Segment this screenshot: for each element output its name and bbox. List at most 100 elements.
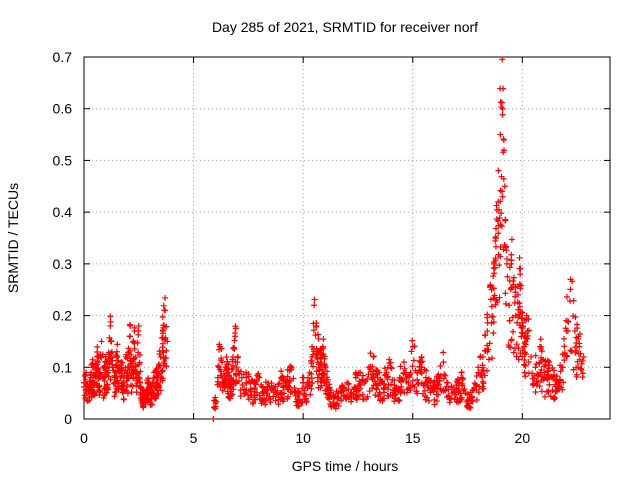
- data-point: [410, 357, 417, 364]
- data-point: [435, 391, 442, 398]
- data-point: [498, 99, 505, 106]
- y-axis-label: SRMTID / TECUs: [5, 183, 21, 293]
- data-point: [521, 340, 528, 347]
- data-point: [318, 378, 325, 385]
- data-point: [496, 262, 503, 269]
- data-point: [479, 374, 486, 381]
- data-point: [572, 344, 579, 351]
- data-point: [534, 372, 541, 379]
- data-point: [144, 379, 151, 386]
- y-tick-labels: 0 0.1 0.2 0.3 0.4 0.5 0.6 0.7: [53, 49, 73, 427]
- data-point: [449, 390, 456, 397]
- data-point: [311, 302, 318, 309]
- data-point: [338, 397, 345, 404]
- data-point: [251, 384, 258, 391]
- data-point: [130, 370, 137, 377]
- data-point: [407, 369, 414, 376]
- data-point: [510, 349, 517, 356]
- data-point: [495, 230, 502, 237]
- data-point: [575, 333, 582, 340]
- data-point: [550, 374, 557, 381]
- data-point: [492, 234, 499, 241]
- data-point: [277, 396, 284, 403]
- data-point: [524, 335, 531, 342]
- data-point: [506, 317, 513, 324]
- data-point: [560, 335, 567, 342]
- data-point: [230, 353, 237, 360]
- data-point: [101, 385, 108, 392]
- data-point: [243, 369, 250, 376]
- data-point: [440, 388, 447, 395]
- data-point: [491, 292, 498, 299]
- x-axis-label: GPS time / hours: [292, 458, 399, 474]
- data-point: [314, 374, 321, 381]
- data-point: [252, 381, 259, 388]
- data-point: [542, 393, 549, 400]
- data-point: [519, 353, 526, 360]
- data-point: [320, 336, 327, 343]
- data-point: [323, 382, 330, 389]
- data-point: [473, 373, 480, 380]
- data-point: [370, 353, 377, 360]
- data-point: [286, 378, 293, 385]
- data-point: [507, 285, 514, 292]
- data-point: [579, 370, 586, 377]
- grid-lines: [84, 57, 610, 419]
- data-point: [533, 382, 540, 389]
- data-point: [137, 368, 144, 375]
- data-point: [422, 393, 429, 400]
- data-point: [570, 297, 577, 304]
- data-point: [422, 374, 429, 381]
- data-point: [132, 362, 139, 369]
- data-point: [461, 386, 468, 393]
- data-point: [124, 374, 131, 381]
- data-point: [326, 384, 333, 391]
- data-point: [389, 392, 396, 399]
- data-point: [486, 340, 493, 347]
- data-point: [497, 253, 504, 260]
- data-point: [462, 390, 469, 397]
- data-point: [295, 390, 302, 397]
- data-point: [463, 398, 470, 405]
- data-point: [122, 353, 129, 360]
- data-point: [356, 392, 363, 399]
- data-point: [453, 384, 460, 391]
- data-point: [158, 368, 165, 375]
- data-point: [551, 396, 558, 403]
- data-point: [383, 369, 390, 376]
- data-point: [495, 206, 502, 213]
- data-point: [97, 351, 104, 358]
- data-point: [157, 387, 164, 394]
- data-point: [85, 390, 92, 397]
- data-point: [464, 402, 471, 409]
- data-point: [325, 392, 332, 399]
- data-point: [435, 371, 442, 378]
- x-tick-label: 10: [295, 430, 311, 446]
- data-point: [255, 370, 262, 377]
- data-point: [135, 322, 142, 329]
- data-point: [519, 330, 526, 337]
- data-point: [445, 393, 452, 400]
- data-point: [301, 390, 308, 397]
- data-point: [421, 387, 428, 394]
- data-point: [506, 302, 513, 309]
- data-point: [411, 384, 418, 391]
- data-point: [262, 401, 269, 408]
- data-point: [506, 264, 513, 271]
- data-point: [401, 365, 408, 372]
- data-point: [519, 322, 526, 329]
- data-point: [238, 374, 245, 381]
- data-point: [488, 303, 495, 310]
- data-point: [93, 367, 100, 374]
- data-point: [232, 379, 239, 386]
- data-point: [501, 183, 508, 190]
- data-point: [381, 365, 388, 372]
- data-point: [441, 371, 448, 378]
- data-point: [391, 382, 398, 389]
- data-point: [344, 379, 350, 386]
- data-point: [404, 386, 411, 393]
- data-point: [273, 390, 280, 397]
- data-points: [81, 56, 587, 422]
- data-point: [533, 361, 540, 368]
- data-point: [409, 363, 416, 370]
